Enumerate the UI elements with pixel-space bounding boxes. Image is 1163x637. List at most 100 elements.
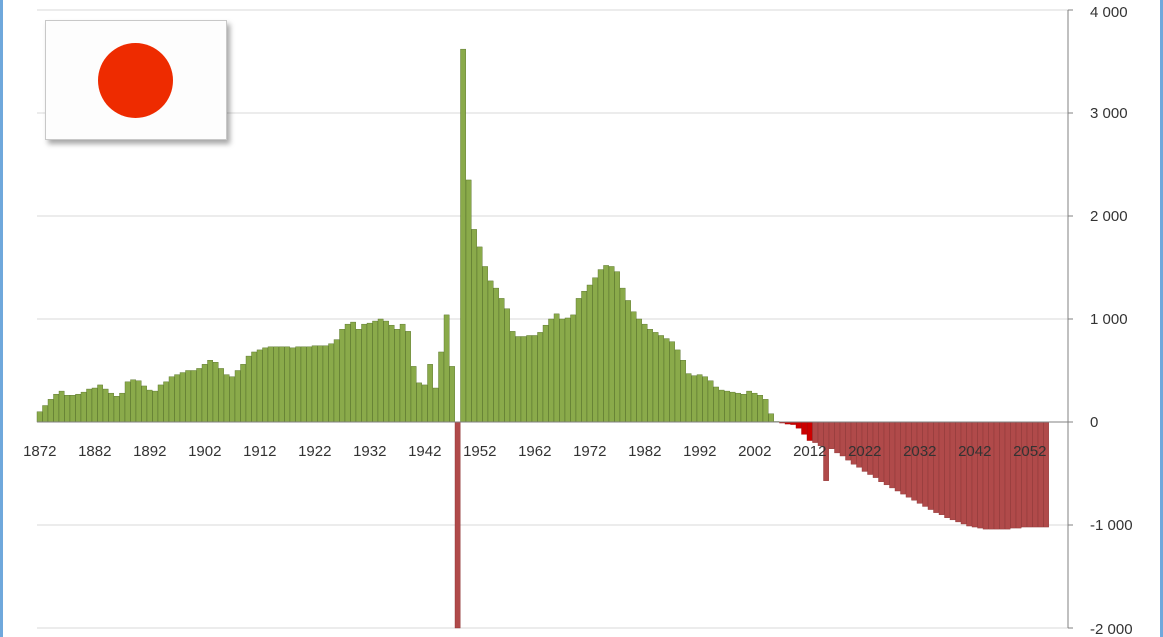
bar-2039 bbox=[955, 421, 961, 523]
bar-1893 bbox=[152, 390, 158, 423]
bar-1951 bbox=[471, 229, 477, 423]
bar-1991 bbox=[691, 375, 697, 423]
bar-1995 bbox=[713, 386, 719, 423]
bar-1942 bbox=[421, 384, 428, 423]
bar-2050 bbox=[1015, 421, 1022, 529]
bar-2001 bbox=[746, 390, 752, 423]
bar-1972 bbox=[586, 284, 593, 423]
bar-1987 bbox=[669, 341, 675, 423]
x-tick-labels: 1872 1882 1892 1902 1912 1922 1932 1942 1952 1962… bbox=[23, 443, 1046, 460]
x-tick-label: 1872 bbox=[23, 443, 56, 460]
bars bbox=[36, 48, 1049, 629]
bar-1986 bbox=[663, 338, 670, 423]
bar-2048 bbox=[1004, 421, 1011, 530]
bar-1930 bbox=[355, 329, 362, 423]
bar-1905 bbox=[218, 368, 224, 423]
bar-2055 bbox=[1043, 421, 1049, 528]
bar-1989 bbox=[680, 360, 686, 423]
bar-1910 bbox=[245, 355, 252, 423]
bar-1999 bbox=[735, 392, 741, 423]
bar-2052 bbox=[1026, 421, 1033, 528]
bar-1990 bbox=[685, 373, 692, 423]
bar-2047 bbox=[999, 421, 1005, 530]
bar-2043 bbox=[977, 421, 983, 529]
bar-1971 bbox=[581, 290, 587, 423]
bar-1981 bbox=[636, 318, 642, 423]
bar-1877 bbox=[64, 395, 70, 423]
bar-1906 bbox=[223, 374, 230, 423]
bar-1931 bbox=[361, 323, 367, 423]
bar-2026 bbox=[883, 421, 890, 486]
bar-1949 bbox=[460, 48, 466, 423]
bar-1946 bbox=[443, 314, 450, 423]
bar-1975 bbox=[603, 265, 609, 423]
bar-1992 bbox=[696, 374, 703, 423]
bar-1938 bbox=[399, 323, 406, 423]
bar-1912 bbox=[256, 349, 263, 423]
bar-2037 bbox=[944, 421, 950, 518]
bar-1880 bbox=[80, 391, 87, 423]
bar-2042 bbox=[971, 421, 978, 528]
bar-1934 bbox=[377, 318, 384, 423]
bar-1998 bbox=[729, 391, 736, 423]
flag-disc-icon bbox=[98, 43, 173, 118]
bar-1968 bbox=[564, 317, 571, 423]
bar-2051 bbox=[1021, 421, 1027, 528]
bar-1957 bbox=[504, 308, 510, 423]
bar-1914 bbox=[267, 346, 274, 423]
bar-2011 bbox=[801, 421, 807, 435]
bar-2038 bbox=[949, 421, 956, 521]
bar-2003 bbox=[757, 395, 763, 423]
bar-1939 bbox=[405, 331, 411, 423]
x-tick-label: 1882 bbox=[78, 443, 111, 460]
bar-2010 bbox=[795, 421, 802, 429]
bar-1911 bbox=[251, 351, 257, 423]
bar-1927 bbox=[339, 329, 345, 423]
bar-2046 bbox=[993, 421, 1000, 530]
bar-1892 bbox=[146, 389, 153, 423]
bar-1935 bbox=[383, 320, 389, 423]
bar-1915 bbox=[273, 346, 279, 423]
bar-1873 bbox=[42, 405, 48, 423]
bar-1973 bbox=[592, 277, 598, 423]
bar-1878 bbox=[69, 395, 76, 423]
x-tick-label: 2042 bbox=[958, 443, 991, 460]
bar-1940 bbox=[410, 366, 417, 423]
bar-1945 bbox=[438, 351, 444, 423]
bar-2018 bbox=[839, 421, 846, 457]
bar-1984 bbox=[652, 332, 659, 423]
bar-1956 bbox=[498, 298, 505, 423]
bar-1997 bbox=[724, 390, 730, 423]
bar-1888 bbox=[124, 381, 131, 423]
bar-1966 bbox=[553, 313, 560, 423]
y-tick-label: -1 000 bbox=[1090, 517, 1133, 534]
bar-2034 bbox=[927, 421, 934, 510]
bar-2032 bbox=[916, 421, 923, 504]
bar-1994 bbox=[707, 380, 714, 423]
bar-1889 bbox=[130, 379, 136, 423]
x-tick-label: 1922 bbox=[298, 443, 331, 460]
bar-2041 bbox=[966, 421, 972, 527]
bar-2045 bbox=[988, 421, 994, 530]
bar-1913 bbox=[262, 347, 268, 423]
bar-1898 bbox=[179, 372, 186, 423]
bar-1993 bbox=[702, 376, 708, 423]
bar-2033 bbox=[922, 421, 928, 507]
bar-1965 bbox=[548, 318, 554, 423]
bar-2013 bbox=[812, 421, 818, 443]
bar-1924 bbox=[322, 345, 329, 423]
bar-1954 bbox=[487, 280, 494, 423]
bar-1947 bbox=[449, 366, 455, 423]
bar-1874 bbox=[47, 399, 54, 423]
bar-2000 bbox=[740, 393, 747, 423]
bar-1960 bbox=[520, 336, 527, 423]
x-tick-label: 2012 bbox=[793, 443, 826, 460]
bar-1884 bbox=[102, 388, 109, 423]
bar-2028 bbox=[894, 421, 901, 492]
bar-1944 bbox=[432, 387, 439, 423]
x-tick-label: 1942 bbox=[408, 443, 441, 460]
bar-1896 bbox=[168, 376, 175, 423]
bar-2035 bbox=[933, 421, 939, 513]
bar-1955 bbox=[493, 287, 499, 423]
